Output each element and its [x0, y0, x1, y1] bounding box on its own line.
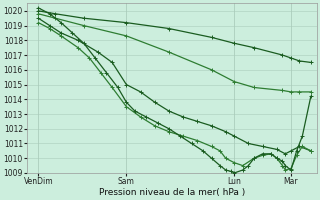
X-axis label: Pression niveau de la mer( hPa ): Pression niveau de la mer( hPa ) — [99, 188, 245, 197]
